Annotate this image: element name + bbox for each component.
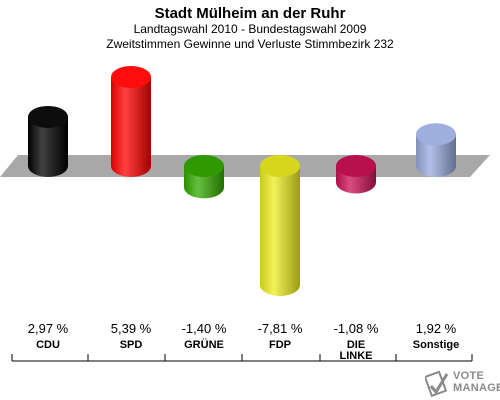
bar-bottom (28, 155, 68, 177)
bar-grüne (184, 155, 224, 199)
bar-cdu (28, 105, 68, 177)
category-label: SPD (120, 339, 143, 351)
value-label: 1,92 % (416, 321, 457, 336)
bar-sonstige (416, 123, 456, 177)
chart-title: Stadt Mülheim an der Ruhr (154, 5, 346, 22)
category-label: LINKE (340, 350, 373, 362)
bar-top (336, 155, 376, 177)
bar-bottom (416, 155, 456, 177)
bar-top (111, 66, 151, 88)
ballot-check-icon (425, 370, 449, 398)
category-label: FDP (269, 339, 291, 351)
chart-header: Stadt Mülheim an der Ruhr Landtagswahl 2… (0, 0, 500, 52)
value-label: -1,40 % (182, 321, 227, 336)
value-label: 5,39 % (111, 321, 152, 336)
category-label: CDU (36, 339, 60, 351)
bar-top (184, 155, 224, 177)
bar-top (28, 105, 68, 128)
bar-die-linke (336, 155, 376, 194)
bar-spd (111, 66, 151, 177)
bar-bottom (111, 155, 151, 177)
logo-line-1: VOTE (453, 370, 485, 382)
value-label: -7,81 % (258, 321, 303, 336)
category-axis (11, 354, 473, 362)
bar-bottom (260, 274, 300, 296)
value-label: 2,97 % (28, 321, 69, 336)
chart-subtitle: Landtagswahl 2010 - Bundestagswahl 2009 (133, 22, 367, 36)
vote-manager-logo: VOTE MANAGER (425, 368, 500, 400)
value-label: -1,08 % (334, 321, 379, 336)
bar-top (260, 155, 300, 177)
chart-subtitle-2: Zweitstimmen Gewinne und Verluste Stimmb… (106, 37, 394, 51)
bar-bottom (184, 176, 224, 199)
bar-body (111, 77, 151, 166)
category-label: DIE (347, 339, 365, 351)
bar-bottom (336, 171, 376, 194)
category-label: Sonstige (413, 339, 459, 351)
bar-fdp (260, 155, 300, 296)
bar-top (416, 123, 456, 146)
bar-body (260, 166, 300, 285)
category-label: GRÜNE (184, 338, 224, 351)
logo-line-2: MANAGER (453, 382, 500, 394)
